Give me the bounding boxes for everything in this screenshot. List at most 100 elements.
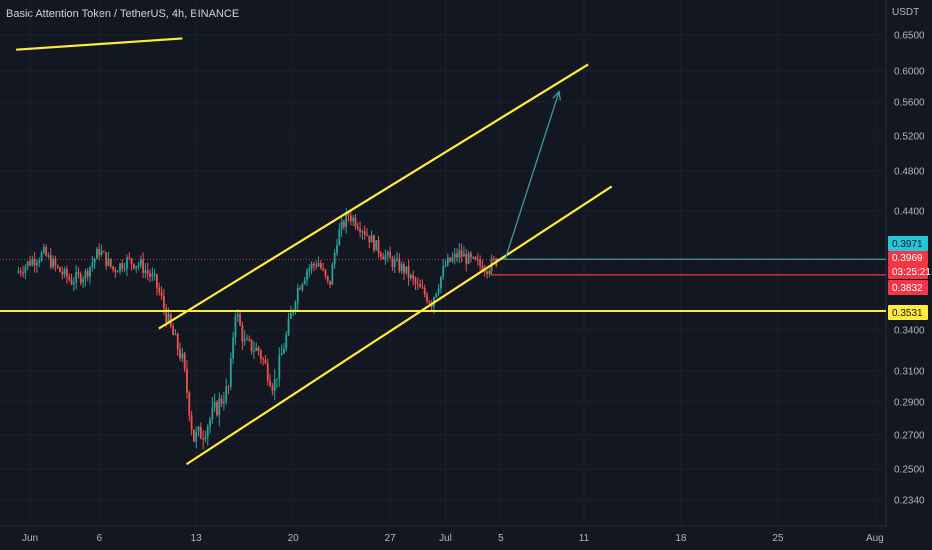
candle-body — [324, 269, 327, 276]
price-tick-label: 0.2700 — [894, 431, 925, 442]
candle-body — [211, 407, 214, 420]
candle — [278, 347, 281, 387]
candle-body — [359, 228, 361, 233]
candle — [22, 265, 24, 278]
candle — [255, 342, 258, 352]
candle — [227, 384, 230, 395]
candle — [225, 378, 228, 405]
candle — [17, 266, 20, 274]
candle — [414, 276, 417, 291]
candle — [149, 269, 151, 283]
candle-body — [165, 307, 168, 323]
time-axis[interactable]: Jun 6 13 20 27 Jul 5 11 18 25 Aug — [22, 533, 884, 544]
candle-body — [213, 402, 216, 408]
candle — [66, 265, 68, 284]
candle-body — [474, 257, 477, 260]
price-tick-label: 0.6500 — [894, 31, 925, 42]
candle — [33, 252, 36, 273]
support-price-tag: 0.3531 — [888, 305, 928, 320]
candle-body — [243, 339, 246, 342]
price-axis[interactable]: USDT 0.6500 0.6000 0.5600 0.5200 0.4800 0.440… — [892, 7, 925, 507]
candle — [465, 248, 468, 272]
candle — [338, 223, 341, 246]
candle — [336, 238, 338, 257]
drawings[interactable] — [0, 37, 886, 466]
candle-body — [343, 221, 345, 227]
candle — [98, 243, 101, 261]
candle — [472, 256, 475, 260]
candle — [419, 279, 422, 288]
candle — [84, 268, 87, 287]
candle-body — [29, 261, 31, 266]
candle — [294, 300, 297, 316]
candle-body — [142, 259, 145, 273]
candle — [368, 235, 371, 249]
candle-body — [22, 272, 24, 274]
candle — [144, 263, 147, 279]
candle-body — [472, 257, 475, 259]
candle — [176, 332, 179, 356]
candle — [463, 246, 465, 257]
candle — [409, 273, 412, 281]
candle-body — [398, 258, 401, 271]
candle — [296, 284, 299, 313]
candle — [116, 270, 119, 273]
candle-body — [352, 217, 355, 222]
candle-body — [160, 292, 163, 296]
candle-body — [486, 271, 488, 274]
candle — [77, 267, 80, 279]
candle — [181, 347, 184, 363]
time-tick-label: 13 — [191, 533, 203, 544]
candle — [361, 229, 364, 240]
projection-arrow-head — [552, 90, 561, 101]
candle-body — [56, 265, 59, 268]
candle-body — [89, 266, 91, 277]
candle — [326, 275, 329, 284]
candle — [93, 257, 96, 270]
candle — [439, 276, 442, 294]
candle — [421, 279, 424, 290]
candle-body — [246, 338, 248, 340]
candle-body — [84, 270, 87, 279]
candle-body — [409, 274, 412, 279]
candle — [61, 266, 64, 280]
candle-body — [308, 268, 311, 271]
candle — [183, 351, 186, 373]
candle-body — [382, 256, 385, 260]
grid — [0, 0, 887, 527]
candle — [91, 255, 94, 272]
candle-body — [225, 386, 228, 402]
candle-body — [437, 288, 440, 294]
candle — [220, 394, 223, 408]
candle — [324, 268, 327, 280]
candle — [188, 390, 191, 422]
candle — [123, 262, 126, 273]
time-tick-label: 11 — [579, 533, 590, 544]
candle-body — [54, 259, 57, 266]
candle — [333, 249, 336, 269]
candle-body — [317, 263, 320, 267]
candle — [223, 391, 225, 411]
candlestick-series — [17, 208, 498, 450]
candle — [130, 257, 133, 271]
price-tick-label: 0.4400 — [894, 207, 925, 218]
price-tick-label: 0.5200 — [894, 132, 925, 143]
lower-channel — [185, 185, 613, 466]
candle-body — [315, 265, 318, 267]
candle — [29, 256, 31, 267]
last-price-tag: 0.3969 — [888, 251, 928, 265]
candle-body — [375, 240, 378, 251]
candle — [391, 255, 394, 271]
candle-body — [403, 263, 405, 273]
candle-body — [412, 274, 415, 279]
candle-body — [391, 258, 394, 267]
candle — [483, 264, 486, 277]
candle-body — [93, 258, 96, 263]
candle-body — [119, 263, 121, 272]
candle — [416, 277, 419, 291]
candle-body — [329, 280, 331, 285]
candle — [38, 257, 41, 268]
candle-body — [220, 398, 223, 404]
candle-body — [156, 274, 158, 288]
